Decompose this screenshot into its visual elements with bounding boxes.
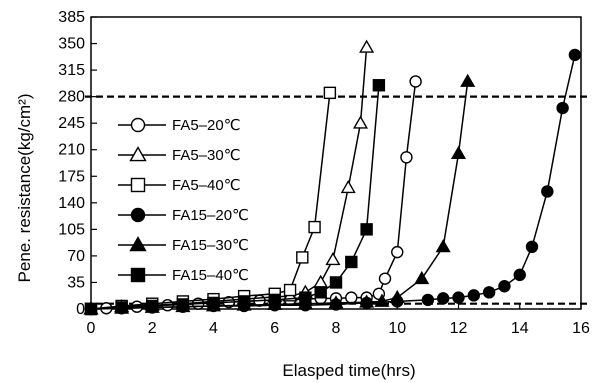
y-axis-label: Pene. resistance(kg/cm²) bbox=[15, 94, 34, 283]
data-point bbox=[482, 286, 496, 299]
legend-label: FA5–30℃ bbox=[172, 147, 241, 164]
data-point bbox=[130, 117, 146, 133]
data-point bbox=[389, 289, 405, 304]
legend-entry: FA5–40℃ bbox=[118, 177, 241, 194]
legend-entry: FA5–30℃ bbox=[118, 146, 241, 164]
data-point bbox=[360, 223, 373, 236]
data-point bbox=[340, 179, 356, 194]
data-point bbox=[308, 220, 321, 234]
y-tick-label: 105 bbox=[58, 221, 85, 238]
data-point bbox=[129, 146, 147, 162]
data-point bbox=[130, 207, 146, 223]
data-point bbox=[568, 48, 582, 62]
x-tick-label: 0 bbox=[87, 320, 96, 337]
data-point bbox=[409, 75, 422, 88]
data-point bbox=[467, 289, 481, 302]
data-point bbox=[359, 39, 375, 53]
data-point bbox=[176, 298, 190, 311]
data-point bbox=[460, 73, 476, 87]
data-point bbox=[237, 295, 251, 308]
data-point bbox=[452, 291, 465, 304]
data-point bbox=[130, 177, 146, 193]
legend-entry: FA15–30℃ bbox=[118, 236, 249, 254]
data-point bbox=[372, 79, 386, 92]
y-tick-label: 350 bbox=[58, 36, 85, 53]
series-group bbox=[83, 39, 582, 316]
axis-ticks: 0 35 70 105 140 175 210 245 280 315 350 385 0 2 4 6 8 10 1… bbox=[58, 9, 590, 337]
y-tick-label: 245 bbox=[58, 115, 85, 132]
plot-area bbox=[90, 16, 582, 310]
x-tick-label: 16 bbox=[572, 320, 590, 337]
x-tick-label: 10 bbox=[388, 320, 406, 337]
data-point bbox=[130, 267, 146, 283]
data-point bbox=[450, 145, 467, 159]
data-point bbox=[325, 251, 341, 266]
legend-entry: FA5–20℃ bbox=[118, 117, 241, 134]
data-point bbox=[374, 293, 390, 307]
x-tick-label: 6 bbox=[270, 320, 279, 337]
data-point bbox=[414, 270, 430, 285]
data-point bbox=[299, 291, 312, 304]
data-point bbox=[541, 185, 554, 198]
y-tick-label: 315 bbox=[58, 62, 85, 79]
y-tick-label: 35 bbox=[67, 274, 85, 291]
legend-entry: FA15–40℃ bbox=[118, 267, 249, 284]
legend-label: FA5–40℃ bbox=[172, 177, 241, 194]
legend-label: FA15–40℃ bbox=[172, 267, 249, 284]
legend-label: FA5–20℃ bbox=[172, 117, 241, 134]
data-point bbox=[296, 251, 309, 264]
x-tick-label: 8 bbox=[332, 320, 341, 337]
data-point bbox=[400, 151, 413, 164]
data-point bbox=[436, 292, 450, 305]
series-line bbox=[90, 81, 469, 310]
x-tick-label: 14 bbox=[511, 320, 529, 337]
y-tick-label: 0 bbox=[76, 301, 85, 318]
y-tick-label: 140 bbox=[58, 195, 85, 212]
data-point bbox=[498, 280, 511, 293]
data-point bbox=[421, 293, 435, 307]
data-point bbox=[129, 236, 147, 252]
data-point bbox=[313, 274, 329, 288]
data-point bbox=[359, 294, 375, 308]
reference-lines bbox=[85, 95, 587, 305]
data-point bbox=[378, 272, 392, 285]
x-tick-label: 4 bbox=[209, 320, 218, 337]
x-tick-label: 2 bbox=[148, 320, 157, 337]
data-point bbox=[323, 86, 337, 100]
legend-label: FA15–20℃ bbox=[172, 207, 249, 224]
data-point bbox=[556, 101, 569, 115]
x-axis-label: Elasped time(hrs) bbox=[282, 361, 415, 380]
legend-label: FA15–30℃ bbox=[172, 237, 249, 254]
data-point bbox=[525, 240, 539, 254]
data-point bbox=[345, 291, 358, 304]
data-point bbox=[513, 268, 526, 282]
y-tick-label: 210 bbox=[58, 142, 85, 159]
legend: FA5–20℃ FA5–30℃ FA5–40℃ FA15–20℃ FA15–30℃ FA1… bbox=[118, 117, 249, 284]
data-point bbox=[352, 115, 369, 129]
data-point bbox=[391, 245, 404, 259]
y-tick-label: 385 bbox=[58, 9, 85, 26]
data-point bbox=[283, 283, 297, 297]
y-tick-label: 70 bbox=[67, 248, 85, 265]
data-point bbox=[314, 286, 327, 299]
data-point bbox=[329, 276, 343, 289]
data-point bbox=[435, 239, 451, 253]
data-point bbox=[345, 255, 358, 269]
plot-frame bbox=[90, 16, 582, 310]
x-tick-label: 12 bbox=[450, 320, 468, 337]
y-tick-label: 175 bbox=[58, 168, 85, 185]
data-point bbox=[115, 301, 128, 314]
y-tick-label: 280 bbox=[58, 89, 85, 106]
legend-entry: FA15–20℃ bbox=[118, 207, 249, 224]
